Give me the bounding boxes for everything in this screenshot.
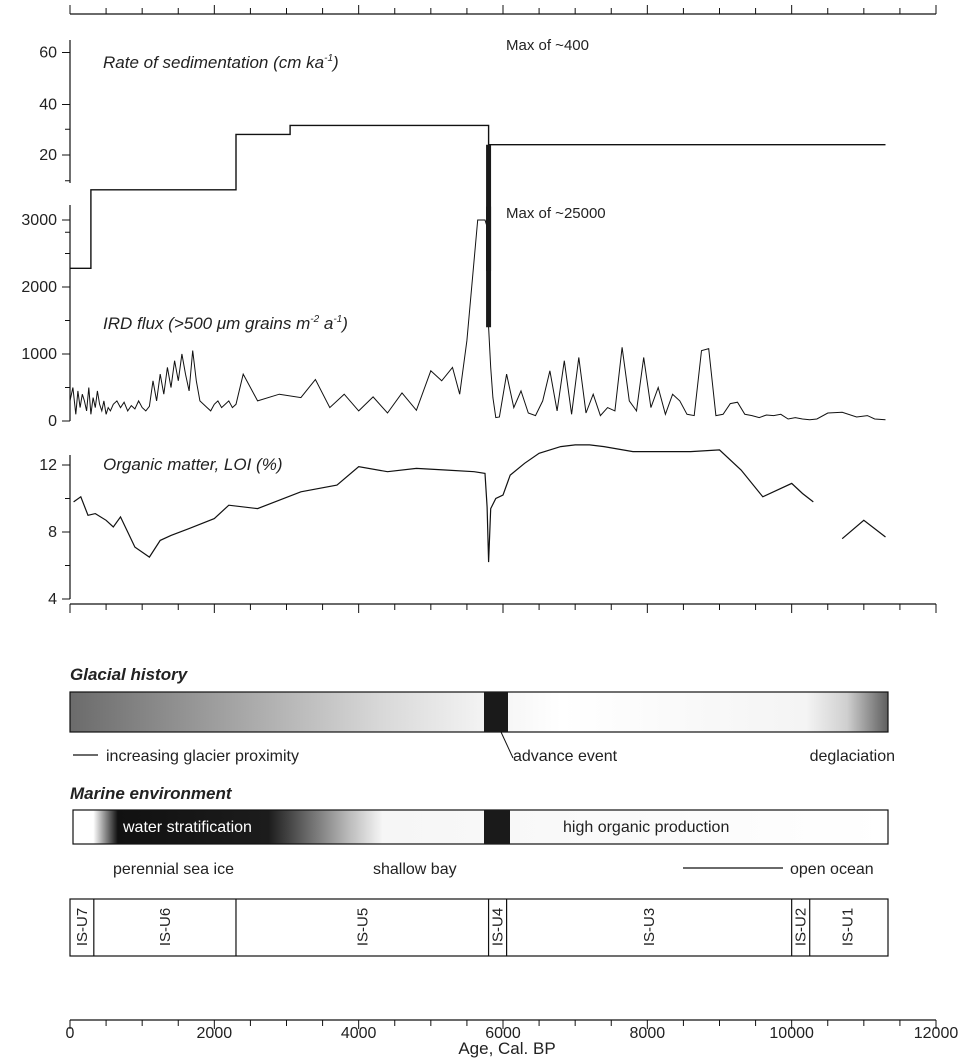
age-axis-title: Age, Cal. BP bbox=[458, 1039, 555, 1058]
y-tick-label: 60 bbox=[39, 45, 57, 62]
water-stratification-label: water stratification bbox=[122, 819, 252, 836]
units-frame bbox=[69, 898, 889, 957]
organic-matter-y-axis: 4 8 12 bbox=[39, 455, 71, 608]
marine-advance-event-block bbox=[484, 810, 510, 844]
glacial-history-title: Glacial history bbox=[70, 665, 189, 684]
top-time-axis bbox=[69, 5, 937, 15]
ird-flux-line bbox=[69, 219, 886, 421]
sea-ice-label: perennial sea ice bbox=[113, 861, 234, 878]
unit-label: IS-U1 bbox=[840, 908, 857, 946]
age-axis: 0 2000 4000 6000 8000 10000 12000 bbox=[66, 1019, 959, 1042]
y-tick-label: 40 bbox=[39, 97, 57, 114]
y-tick-label: 0 bbox=[48, 413, 57, 430]
sedimentation-title: Rate of sedimentation (cm ka-1) bbox=[103, 53, 339, 72]
y-tick-label: 20 bbox=[39, 147, 57, 164]
glacial-advance-event-block bbox=[484, 692, 508, 732]
x-tick-label: 8000 bbox=[630, 1025, 666, 1042]
y-tick-label: 1000 bbox=[21, 346, 57, 363]
sedimentation-panel: 20 40 60 Rate of sedimentation (cm ka-1) M… bbox=[39, 37, 886, 271]
organic-matter-line bbox=[73, 444, 814, 563]
glacial-history-section: Glacial history increasing glacier proxi… bbox=[69, 665, 895, 765]
ird-flux-panel: 0 1000 2000 3000 IRD flux (>500 μm grains m… bbox=[21, 205, 886, 430]
x-tick-label: 6000 bbox=[485, 1025, 521, 1042]
middle-time-axis bbox=[69, 603, 937, 613]
unit-label: IS-U3 bbox=[641, 908, 658, 946]
ird-flux-y-axis: 0 1000 2000 3000 bbox=[21, 205, 71, 430]
unit-label: IS-U6 bbox=[157, 908, 174, 946]
organic-matter-series bbox=[73, 444, 886, 563]
sedimentation-max-annotation: Max of ~400 bbox=[506, 37, 589, 54]
unit-label: IS-U2 bbox=[793, 908, 810, 946]
x-tick-label: 12000 bbox=[914, 1025, 959, 1042]
ird-flux-max-annotation: Max of ~25000 bbox=[506, 205, 606, 222]
y-tick-label: 3000 bbox=[21, 212, 57, 229]
organic-matter-panel: 4 8 12 Organic matter, LOI (%) bbox=[39, 444, 886, 608]
sedimentation-series bbox=[70, 124, 886, 271]
sedimentation-y-axis: 20 40 60 bbox=[39, 40, 71, 233]
x-tick-label: 4000 bbox=[341, 1025, 377, 1042]
unit-label: IS-U7 bbox=[74, 908, 91, 946]
unit-label: IS-U4 bbox=[490, 908, 507, 946]
y-tick-label: 12 bbox=[39, 457, 57, 474]
organic-production-label: high organic production bbox=[563, 819, 729, 836]
y-tick-label: 8 bbox=[48, 524, 57, 541]
organic-matter-line bbox=[841, 519, 886, 540]
deglaciation-label: deglaciation bbox=[810, 748, 895, 765]
glacier-proximity-label: increasing glacier proximity bbox=[106, 748, 299, 765]
shallow-bay-label: shallow bay bbox=[373, 861, 457, 878]
advance-event-label: advance event bbox=[513, 748, 618, 765]
lithostratigraphic-units: IS-U7 IS-U6 IS-U5 IS-U4 IS-U3 IS-U2 IS-U1 bbox=[69, 898, 889, 957]
marine-environment-title: Marine environment bbox=[70, 784, 233, 803]
y-tick-label: 4 bbox=[48, 591, 57, 608]
unit-label: IS-U5 bbox=[354, 908, 371, 946]
marine-environment-bar bbox=[72, 809, 889, 845]
x-tick-label: 2000 bbox=[197, 1025, 233, 1042]
ird-flux-title: IRD flux (>500 μm grains m-2 a-1) bbox=[103, 314, 348, 333]
ird-flux-series bbox=[69, 206, 886, 421]
marine-environment-section: Marine environment water stratification … bbox=[70, 784, 889, 878]
x-tick-label: 10000 bbox=[769, 1025, 814, 1042]
y-tick-label: 2000 bbox=[21, 279, 57, 296]
organic-matter-title: Organic matter, LOI (%) bbox=[103, 455, 283, 474]
open-ocean-label: open ocean bbox=[790, 861, 874, 878]
advance-event-leader bbox=[500, 731, 514, 759]
glacial-history-bar bbox=[69, 691, 889, 733]
sedimentation-line bbox=[70, 124, 886, 269]
x-tick-label: 0 bbox=[66, 1025, 75, 1042]
